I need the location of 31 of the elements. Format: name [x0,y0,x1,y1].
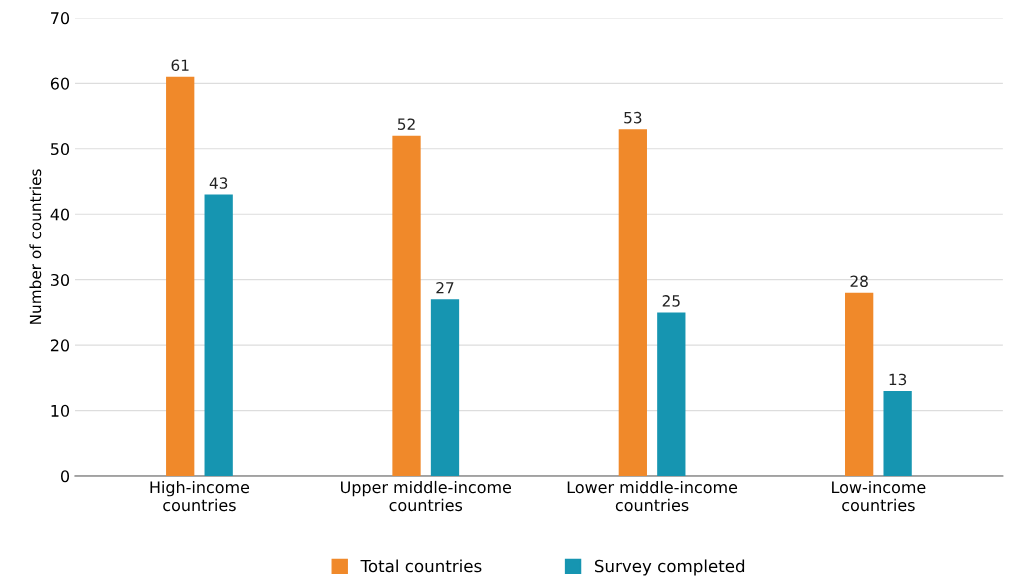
bar [392,135,421,477]
bar [166,76,195,477]
data-label: 52 [397,118,415,130]
x-tick-label: High-income countries [150,480,250,512]
data-label: 61 [171,59,189,72]
bar [430,299,460,477]
data-label: 25 [662,295,680,307]
data-label: 53 [624,111,642,124]
data-label: 43 [209,177,228,189]
x-tick-label: Lower middle-income countries [567,480,738,512]
y-tick-label: 40 [50,208,70,221]
legend-label: Survey completed [594,559,745,576]
y-tick-label: 0 [60,470,70,483]
y-tick-label: 20 [50,339,70,352]
y-tick-label: 70 [51,12,70,25]
bar [618,129,647,477]
bar [883,390,912,477]
x-tick-label: Low-income countries [832,480,926,512]
legend-label: Total countries [360,559,482,573]
x-tick-label: Upper middle-income countries [341,480,512,512]
y-axis-title: Number of countries [29,169,42,324]
data-label: 13 [889,373,907,386]
data-label: 27 [436,282,454,294]
bar [845,292,874,477]
y-tick-label: 50 [51,143,70,156]
bar [204,194,233,477]
y-tick-label: 10 [51,404,70,417]
bar [657,312,686,477]
data-label: 28 [850,275,868,288]
y-tick-label: 60 [50,77,70,90]
y-tick-label: 30 [50,273,70,286]
